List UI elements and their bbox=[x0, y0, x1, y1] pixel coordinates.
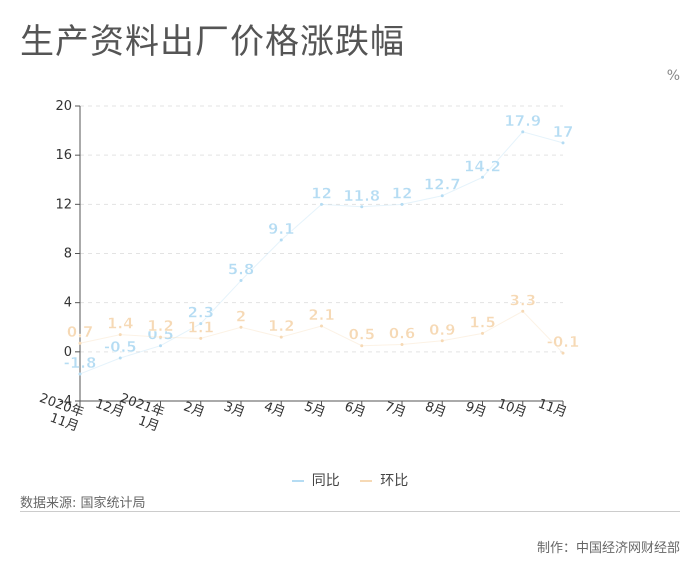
data-point bbox=[78, 372, 82, 376]
legend-label-mom: 环比 bbox=[380, 473, 409, 489]
data-label: 17 bbox=[553, 123, 574, 141]
data-point bbox=[239, 279, 243, 283]
x-tick-label: 11月 bbox=[536, 397, 569, 421]
y-tick-label: 4 bbox=[64, 296, 72, 311]
data-point bbox=[400, 342, 404, 346]
data-point bbox=[561, 141, 565, 145]
data-point bbox=[521, 309, 525, 313]
data-label: 12.7 bbox=[424, 176, 461, 194]
data-label: 2.1 bbox=[308, 306, 335, 324]
legend: 同比 环比 bbox=[0, 470, 700, 490]
x-tick-label: 6月 bbox=[342, 399, 367, 420]
data-point bbox=[239, 325, 243, 329]
y-tick-label: 12 bbox=[55, 197, 72, 212]
data-point bbox=[481, 331, 484, 335]
data-label: 12 bbox=[311, 184, 332, 202]
data-point bbox=[159, 344, 162, 348]
maker-credit: 制作：中国经济网财经部 bbox=[536, 541, 680, 556]
data-point bbox=[199, 322, 203, 326]
unit-label: % bbox=[666, 68, 680, 84]
y-tick-label: 16 bbox=[55, 148, 72, 163]
data-point bbox=[481, 175, 484, 179]
x-tick-label: 5月 bbox=[302, 399, 327, 420]
data-point bbox=[78, 341, 82, 345]
data-label: 1.4 bbox=[107, 315, 134, 333]
data-label: -0.5 bbox=[104, 338, 137, 356]
data-label: 9.1 bbox=[268, 220, 295, 238]
x-tick-label: 2020年11月 bbox=[32, 391, 86, 435]
data-point bbox=[561, 351, 565, 355]
y-tick-label: 20 bbox=[55, 99, 72, 114]
x-tick-label: 8月 bbox=[423, 399, 448, 420]
x-tick-label: 7月 bbox=[383, 399, 408, 420]
data-point bbox=[521, 130, 525, 134]
x-tick-label: 3月 bbox=[222, 399, 247, 420]
data-label: 14.2 bbox=[464, 157, 501, 175]
x-tick-label: 10月 bbox=[496, 397, 529, 421]
data-point bbox=[159, 335, 162, 339]
data-label: 1.5 bbox=[469, 313, 496, 331]
divider bbox=[20, 511, 680, 512]
data-point bbox=[320, 202, 323, 206]
data-point bbox=[440, 339, 444, 343]
data-label: 5.8 bbox=[228, 261, 255, 279]
data-point bbox=[279, 335, 283, 339]
data-label: 17.9 bbox=[504, 112, 541, 130]
y-tick-label: 0 bbox=[64, 345, 72, 360]
data-label: -0.1 bbox=[547, 333, 580, 351]
data-point bbox=[360, 344, 364, 348]
data-label: 2 bbox=[236, 307, 246, 325]
y-tick-label: 8 bbox=[64, 247, 72, 262]
chart-title: 生产资料出厂价格涨跌幅 bbox=[20, 22, 405, 62]
data-label: 0.6 bbox=[389, 324, 416, 342]
legend-swatch-yoy bbox=[291, 480, 304, 482]
data-point bbox=[118, 356, 122, 360]
data-point bbox=[440, 194, 444, 198]
x-tick-label: 9月 bbox=[463, 399, 488, 420]
data-point bbox=[400, 202, 404, 206]
data-label: 11.8 bbox=[343, 187, 380, 205]
data-label: 2.3 bbox=[187, 304, 214, 322]
data-label: -1.8 bbox=[64, 354, 97, 372]
legend-item-yoy[interactable]: 同比 bbox=[291, 470, 340, 490]
data-source: 数据来源: 国家统计局 bbox=[20, 496, 146, 511]
legend-item-mom[interactable]: 环比 bbox=[360, 470, 408, 490]
data-point bbox=[118, 333, 122, 337]
data-label: 1.2 bbox=[147, 317, 174, 335]
data-point bbox=[320, 324, 323, 328]
data-label: 1.1 bbox=[187, 318, 214, 336]
legend-swatch-mom bbox=[360, 480, 373, 482]
legend-label-yoy: 同比 bbox=[311, 473, 340, 489]
data-point bbox=[360, 205, 364, 209]
data-label: 0.7 bbox=[67, 323, 94, 341]
data-label: 3.3 bbox=[509, 291, 536, 309]
x-tick-label: 2月 bbox=[181, 399, 206, 420]
y-tick-label: -4 bbox=[59, 394, 72, 409]
data-label: 0.9 bbox=[429, 321, 456, 339]
x-tick-label: 4月 bbox=[262, 399, 287, 420]
data-label: 0.5 bbox=[348, 326, 375, 344]
data-label: 12 bbox=[392, 184, 413, 202]
data-point bbox=[279, 238, 283, 242]
data-point bbox=[199, 336, 203, 340]
data-label: 0.5 bbox=[147, 326, 174, 344]
data-label: 1.2 bbox=[268, 317, 295, 335]
